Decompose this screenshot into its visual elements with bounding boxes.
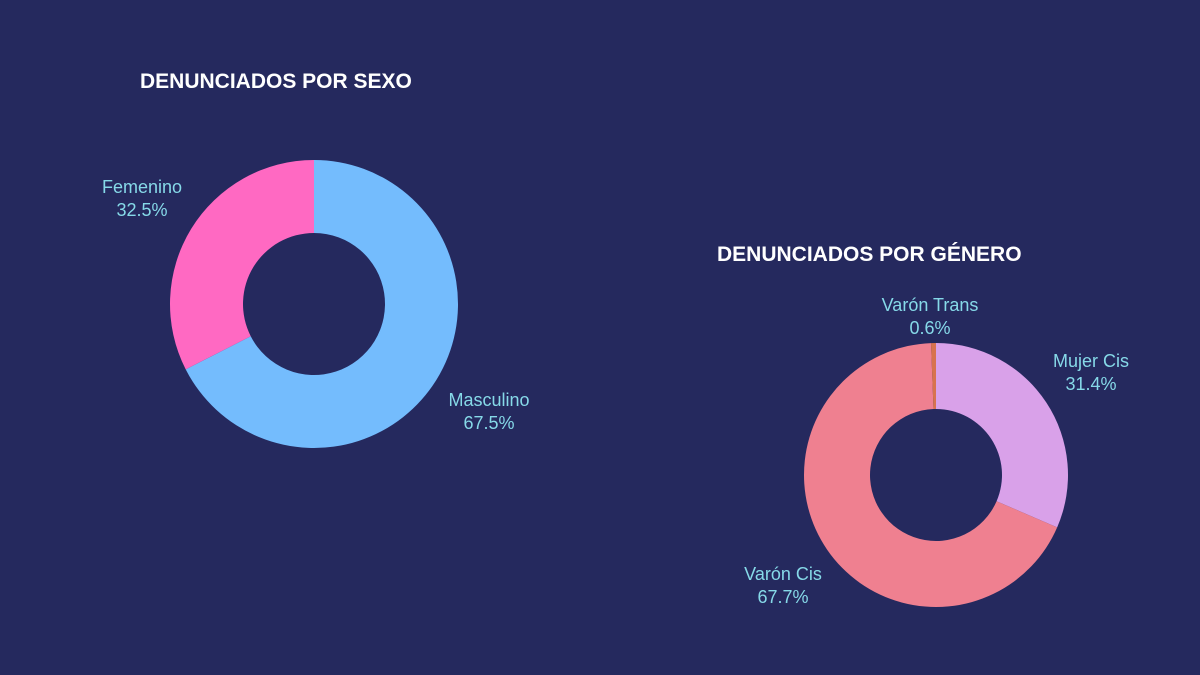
label-name: Mujer Cis (1052, 351, 1130, 371)
chart-title-sexo: DENUNCIADOS POR SEXO (140, 70, 412, 93)
slice-mujer-cis (936, 343, 1068, 528)
label-name: Femenino (101, 177, 183, 197)
label-name: Varón Trans (881, 295, 979, 315)
label-value: 67.7% (757, 587, 809, 607)
label-value: 67.5% (463, 413, 515, 433)
label-femenino: Femenino 32.5% (102, 176, 182, 222)
slice-varón-trans (931, 343, 936, 410)
label-masculino: Masculino 67.5% (448, 389, 529, 435)
slice-masculino (185, 160, 458, 448)
label-varon-cis: Varón Cis 67.7% (744, 563, 822, 609)
label-value: 0.6% (909, 318, 951, 338)
label-varon-trans: Varón Trans 0.6% (882, 294, 979, 340)
donut-genero (804, 343, 1068, 607)
label-value: 32.5% (116, 200, 168, 220)
label-name: Masculino (448, 390, 530, 410)
label-value: 31.4% (1065, 374, 1117, 394)
chart-title-genero: DENUNCIADOS POR GÉNERO (717, 243, 1022, 266)
slice-femenino (170, 160, 314, 370)
label-name: Varón Cis (744, 564, 822, 584)
donut-sexo (170, 160, 458, 448)
slice-varón-cis (804, 343, 1058, 607)
label-mujer-cis: Mujer Cis 31.4% (1053, 350, 1129, 396)
